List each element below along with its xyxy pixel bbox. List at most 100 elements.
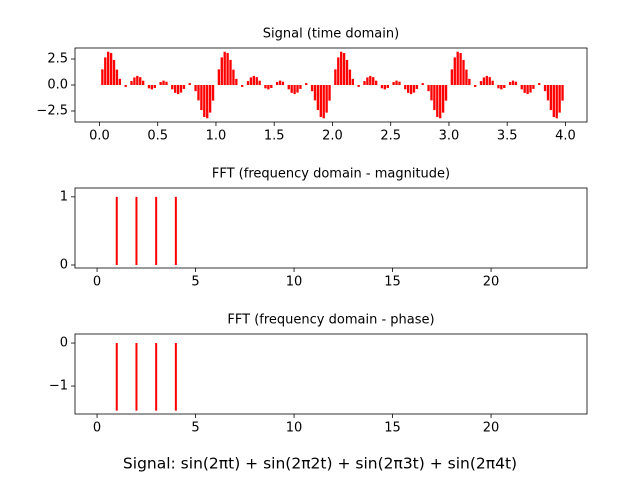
- bar: [179, 85, 183, 93]
- bar: [337, 57, 340, 85]
- bar: [468, 78, 471, 85]
- bar: [543, 85, 547, 92]
- bar: [348, 69, 352, 85]
- bar: [165, 81, 168, 85]
- bar: [441, 85, 445, 113]
- bar: [255, 77, 258, 85]
- bar: [552, 85, 555, 117]
- bar: [508, 82, 512, 85]
- y-tick-label: 1: [60, 189, 68, 204]
- bar: [500, 85, 503, 90]
- bar: [206, 85, 209, 119]
- bar: [532, 85, 535, 89]
- bar: [147, 85, 151, 89]
- bar: [523, 85, 526, 93]
- bar: [450, 69, 454, 85]
- bar: [232, 69, 235, 85]
- bar: [555, 85, 558, 119]
- bar: [136, 75, 139, 85]
- bar: [526, 85, 529, 95]
- bar: [538, 83, 541, 85]
- bar: [491, 80, 494, 85]
- x-tick-label: 10: [286, 421, 303, 436]
- bar: [124, 85, 127, 87]
- axes-frame: [74, 47, 588, 123]
- bar: [340, 51, 343, 85]
- y-tick-label: −1: [49, 379, 68, 394]
- bar: [197, 85, 200, 101]
- bar: [409, 85, 413, 95]
- y-tick-label: 0: [60, 258, 68, 273]
- bar: [427, 85, 430, 92]
- bar: [287, 85, 290, 90]
- x-tick-label: 5: [191, 275, 199, 290]
- bar: [249, 77, 253, 85]
- bar: [374, 80, 378, 85]
- bar: [270, 85, 273, 88]
- bar: [188, 83, 191, 85]
- axes-frame: [74, 187, 588, 269]
- bar: [407, 85, 410, 93]
- bar: [520, 85, 523, 90]
- bar: [159, 82, 162, 85]
- bar: [104, 57, 107, 85]
- bar: [395, 80, 398, 85]
- bar: [174, 85, 177, 93]
- bar: [325, 85, 328, 113]
- bar: [217, 69, 221, 85]
- bar: [369, 75, 372, 85]
- bar: [275, 82, 279, 85]
- x-tick-label: 5: [191, 421, 199, 436]
- figure-caption: Signal: sin(2πt) + sin(2π2t) + sin(2π3t)…: [123, 455, 517, 473]
- bar: [558, 85, 561, 113]
- bar: [112, 59, 116, 85]
- x-tick-label: 3.5: [497, 129, 518, 144]
- bar: [118, 78, 122, 85]
- bar: [109, 53, 113, 85]
- bar: [211, 85, 215, 101]
- bar: [380, 85, 384, 89]
- bar: [462, 59, 465, 85]
- bar: [479, 81, 483, 85]
- bar: [439, 85, 442, 119]
- bar: [264, 85, 267, 89]
- bar: [497, 85, 500, 89]
- bar: [459, 53, 462, 85]
- bar: [305, 83, 308, 85]
- bar: [436, 85, 439, 117]
- bar: [235, 78, 238, 85]
- bar: [366, 77, 369, 85]
- bar: [133, 77, 136, 85]
- bar: [246, 81, 250, 85]
- bar: [392, 82, 395, 85]
- x-tick-label: 2.5: [380, 129, 401, 144]
- bar: [229, 59, 232, 85]
- bar: [293, 85, 296, 95]
- y-tick-label: 2.5: [47, 52, 68, 67]
- bar: [252, 75, 255, 85]
- x-tick-label: 3.0: [439, 129, 460, 144]
- bar: [130, 81, 133, 85]
- bar: [465, 69, 468, 85]
- bar: [115, 69, 119, 85]
- bar: [485, 75, 488, 85]
- bar: [456, 51, 459, 85]
- x-tick-label: 0: [93, 421, 101, 436]
- bar: [386, 85, 389, 88]
- bar: [141, 80, 145, 85]
- bar: [433, 85, 436, 111]
- bar: [182, 85, 186, 89]
- bar: [412, 85, 416, 93]
- x-tick-label: 15: [384, 421, 401, 436]
- bar: [415, 85, 419, 89]
- bar: [404, 85, 407, 90]
- bar: [223, 51, 226, 85]
- bar: [345, 59, 349, 85]
- bar: [241, 85, 244, 87]
- x-tick-label: 10: [286, 275, 303, 290]
- x-tick-label: 15: [384, 275, 401, 290]
- bar: [511, 80, 515, 85]
- bar: [363, 81, 366, 85]
- y-tick-label: −2.5: [36, 103, 68, 118]
